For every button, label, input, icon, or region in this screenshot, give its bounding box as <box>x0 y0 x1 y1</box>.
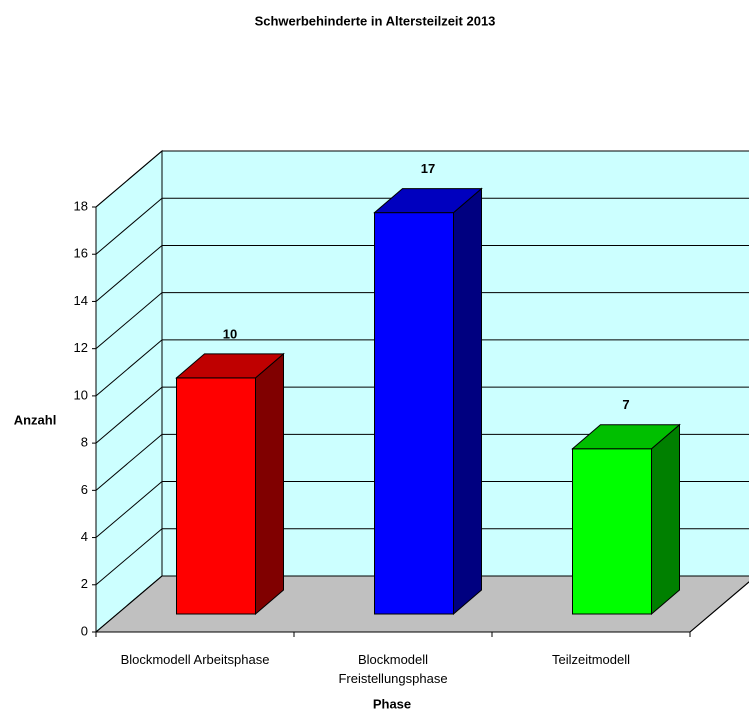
y-tick-label: 12 <box>74 340 88 355</box>
value-label: 10 <box>223 326 237 341</box>
x-tick-label: Blockmodell Arbeitsphase <box>120 652 270 667</box>
grid-line <box>95 528 163 586</box>
bar-top <box>373 188 483 214</box>
x-axis-label: Phase <box>373 696 411 711</box>
bar-front <box>176 377 256 615</box>
y-axis-label: Anzahl <box>14 412 57 427</box>
side-wall <box>95 149 163 634</box>
bar-side <box>651 423 680 616</box>
y-tick-label: 14 <box>74 293 88 308</box>
grid-line <box>95 386 163 444</box>
grid-line <box>95 150 163 208</box>
y-tick-label: 16 <box>74 246 88 261</box>
grid-line <box>95 481 163 538</box>
y-tick-label: 8 <box>81 435 88 450</box>
y-tick-label: 6 <box>81 482 88 497</box>
y-tick-label: 2 <box>81 576 88 591</box>
bar-side <box>255 352 284 616</box>
value-label: 7 <box>622 397 629 412</box>
grid-line <box>95 433 163 491</box>
bar-side <box>453 187 482 616</box>
bar-top <box>571 424 681 450</box>
grid-line <box>95 197 163 255</box>
bar <box>175 352 285 616</box>
y-tick-label: 10 <box>74 387 88 402</box>
y-tick-label: 0 <box>81 623 88 638</box>
bar-front <box>572 448 652 615</box>
chart-title: Schwerbehinderte in Altersteilzeit 2013 <box>255 13 496 28</box>
grid-line <box>95 292 163 350</box>
bar-top <box>175 353 285 379</box>
x-tick-label: Teilzeitmodell <box>551 652 631 667</box>
x-tick-label: Blockmodell Freistellungsphase <box>338 652 448 686</box>
bar-front <box>374 212 454 615</box>
y-tick-label: 4 <box>81 529 88 544</box>
value-label: 17 <box>421 161 435 176</box>
grid-line <box>95 339 163 397</box>
grid-line <box>95 245 163 302</box>
bar <box>373 187 483 616</box>
x-axis-depth <box>689 581 749 633</box>
y-tick-label: 18 <box>74 198 88 213</box>
grid-line <box>95 575 163 633</box>
bar <box>571 423 681 616</box>
